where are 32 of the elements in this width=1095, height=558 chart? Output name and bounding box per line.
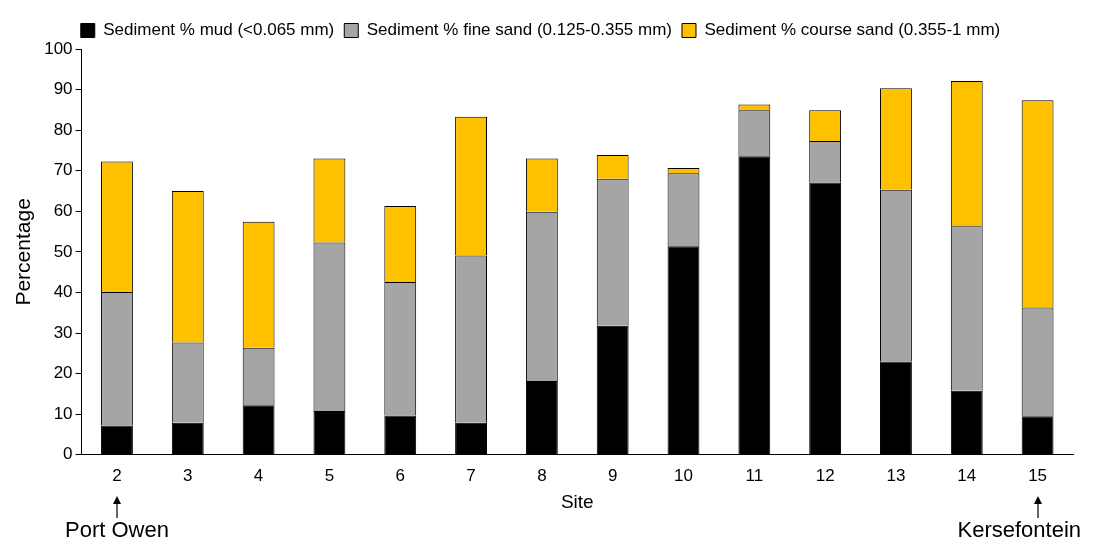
y-tick-label: 0 [63,444,73,464]
x-tick-label: 7 [466,465,476,485]
y-tick-label: 80 [53,119,73,139]
legend-label: Sediment % mud (<0.065 mm) [103,20,335,40]
y-tick-label: 90 [53,79,73,99]
legend-label: Sediment % fine sand (0.125-0.355 mm) [366,20,672,40]
y-axis-title: Percentage [11,198,35,306]
y-tick-label: 100 [44,38,73,58]
legend-label: Sediment % course sand (0.355-1 mm) [704,20,1001,40]
y-tick-label: 40 [53,282,73,302]
x-tick-label: 5 [324,465,335,485]
text: Kersefontein [957,517,1082,543]
x-tick-label: 12 [815,465,835,485]
x-tick-label: 9 [607,465,618,485]
x-tick-label: 13 [886,465,906,485]
text: Port Owen [65,517,169,543]
x-tick-label: 14 [957,465,977,485]
y-tick-label: 20 [53,363,73,383]
x-tick-label: 8 [537,465,547,485]
x-axis-title: Site [560,490,594,512]
x-tick-label: 11 [745,465,764,485]
x-tick-label: 4 [253,465,264,485]
x-tick-label: 10 [674,465,693,485]
y-tick-label: 70 [53,160,73,180]
y-tick-label: 50 [53,241,73,261]
x-tick-label: 2 [112,465,122,485]
x-tick-label: 6 [395,465,405,485]
y-tick-label: 60 [53,201,73,221]
y-tick-label: 10 [53,403,73,423]
x-tick-label: 15 [1028,465,1048,485]
x-tick-label: 3 [183,465,193,485]
y-tick-label: 30 [53,322,73,342]
